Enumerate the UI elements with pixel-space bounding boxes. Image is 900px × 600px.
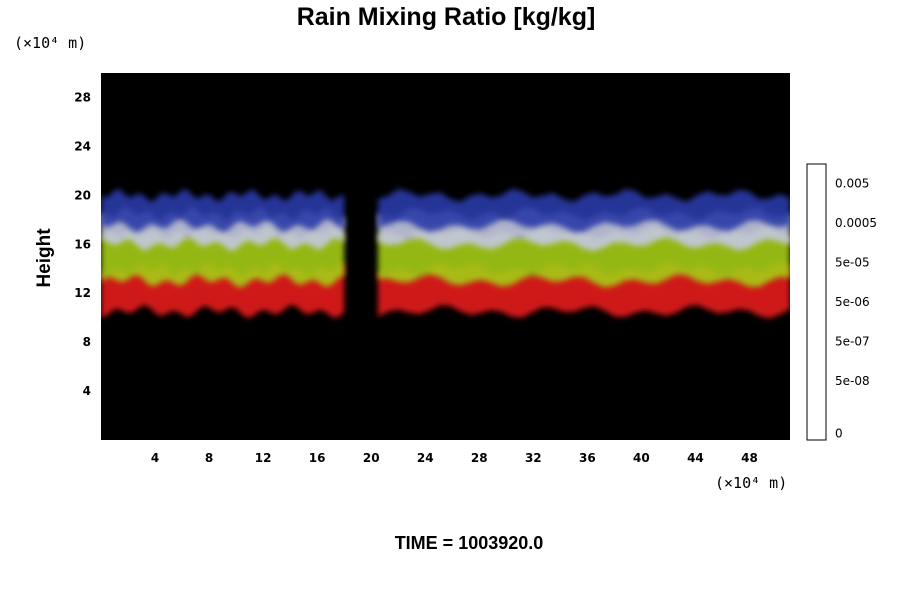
x-axis-unit: (×10⁴ m) bbox=[715, 474, 787, 492]
x-tick-label: 40 bbox=[633, 451, 650, 465]
x-tick-label: 4 bbox=[151, 451, 159, 465]
y-tick-label: 20 bbox=[74, 188, 91, 202]
cloud-layer-band bbox=[377, 188, 790, 233]
x-tick-label: 48 bbox=[741, 451, 758, 465]
x-tick-label: 12 bbox=[255, 451, 272, 465]
x-tick-label: 8 bbox=[205, 451, 213, 465]
y-tick-label: 12 bbox=[74, 286, 91, 300]
x-tick-label: 36 bbox=[579, 451, 596, 465]
x-tick-label: 20 bbox=[363, 451, 380, 465]
x-tick-label: 16 bbox=[309, 451, 326, 465]
y-axis-label: Height bbox=[34, 228, 55, 288]
x-tick-label: 24 bbox=[417, 451, 434, 465]
y-tick-label: 28 bbox=[74, 90, 91, 104]
colorbar-tick-label: 5e-06 bbox=[835, 295, 870, 309]
y-axis-unit: (×10⁴ m) bbox=[14, 34, 86, 52]
colorbar-tick-label: 5e-08 bbox=[835, 374, 870, 388]
colorbar-tick-label: 0 bbox=[835, 426, 843, 440]
time-label: TIME = 1003920.0 bbox=[395, 533, 544, 553]
y-tick-label: 16 bbox=[74, 237, 91, 251]
x-tick-label: 44 bbox=[687, 451, 704, 465]
y-tick-label: 24 bbox=[74, 139, 91, 153]
y-axis-ticks: 4 8 12 16 20 24 28 bbox=[74, 90, 91, 398]
cloud-layer-band bbox=[101, 188, 345, 233]
x-tick-label: 32 bbox=[525, 451, 542, 465]
y-tick-label: 8 bbox=[83, 335, 91, 349]
x-tick-label: 28 bbox=[471, 451, 488, 465]
colorbar-tick-label: 0.005 bbox=[835, 177, 869, 191]
chart-title: Rain Mixing Ratio [kg/kg] bbox=[297, 3, 596, 31]
colorbar: 0.005 0.0005 5e-05 5e-06 5e-07 5e-08 0 bbox=[806, 163, 877, 441]
x-axis-ticks: 4 8 12 16 20 24 28 32 36 40 44 48 bbox=[151, 451, 758, 465]
colorbar-frame bbox=[806, 163, 827, 441]
colorbar-tick-label: 5e-05 bbox=[835, 256, 870, 270]
rain-field bbox=[101, 188, 790, 319]
colorbar-tick-label: 0.0005 bbox=[835, 216, 877, 230]
colorbar-tick-label: 5e-07 bbox=[835, 334, 870, 348]
y-tick-label: 4 bbox=[83, 384, 91, 398]
